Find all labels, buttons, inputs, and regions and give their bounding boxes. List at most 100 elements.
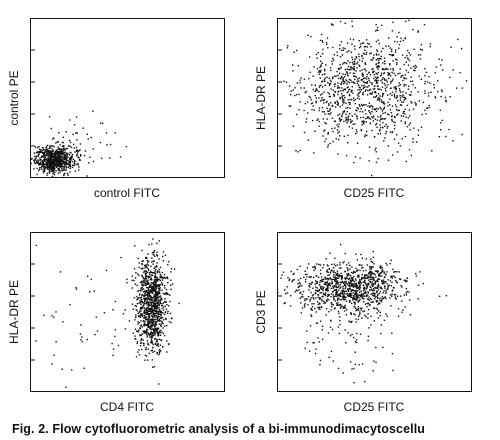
- data-point: [37, 150, 39, 153]
- data-point: [377, 297, 379, 299]
- data-point: [309, 286, 311, 288]
- data-point: [343, 99, 345, 101]
- data-point: [332, 296, 335, 298]
- data-point: [308, 350, 311, 352]
- data-point: [305, 121, 307, 123]
- data-point: [360, 294, 362, 296]
- data-point: [292, 70, 294, 72]
- data-point: [351, 98, 353, 101]
- data-point: [61, 170, 64, 172]
- data-point: [58, 159, 60, 162]
- data-point: [143, 295, 145, 297]
- data-point: [345, 113, 347, 115]
- data-point: [379, 124, 381, 126]
- data-point: [153, 305, 156, 308]
- data-point: [303, 306, 306, 308]
- data-point: [324, 77, 326, 79]
- data-point: [417, 54, 420, 56]
- data-point: [326, 269, 328, 271]
- y-axis-label: HLA-DR PE: [7, 279, 21, 345]
- data-point: [309, 71, 311, 73]
- data-point: [390, 115, 393, 118]
- data-point: [359, 269, 361, 272]
- data-point: [329, 282, 331, 284]
- data-point: [350, 275, 352, 277]
- data-point: [332, 46, 334, 49]
- data-point: [434, 97, 437, 99]
- data-point: [45, 151, 47, 153]
- data-point: [66, 154, 69, 156]
- data-point: [349, 72, 351, 74]
- data-point: [52, 172, 54, 174]
- data-point: [391, 118, 393, 121]
- data-point: [73, 164, 75, 167]
- data-point: [173, 268, 176, 270]
- data-point: [57, 150, 59, 152]
- data-point: [383, 319, 386, 321]
- data-point: [321, 285, 323, 288]
- data-point: [345, 80, 348, 82]
- data-point: [74, 170, 77, 172]
- data-point: [395, 86, 397, 88]
- data-point: [59, 166, 62, 169]
- data-point: [159, 266, 162, 269]
- data-point: [49, 164, 51, 166]
- data-point: [53, 161, 56, 164]
- data-point: [387, 288, 389, 290]
- data-point: [382, 47, 384, 50]
- data-point: [433, 87, 435, 89]
- data-point: [293, 272, 295, 275]
- data-point: [452, 140, 454, 142]
- data-point: [151, 342, 154, 344]
- data-point: [65, 161, 67, 163]
- data-point: [353, 69, 356, 71]
- data-point: [357, 269, 359, 271]
- scatter-plot-hladr-cd25: HLA-DR PE CD25 FITC: [254, 18, 472, 200]
- data-point: [146, 320, 149, 322]
- data-point: [338, 289, 340, 291]
- data-point: [355, 285, 358, 287]
- data-point: [339, 316, 341, 318]
- data-point: [336, 129, 339, 131]
- data-point: [131, 279, 133, 282]
- data-point: [38, 150, 41, 153]
- data-point: [46, 174, 48, 176]
- data-point: [407, 71, 409, 74]
- data-point: [370, 260, 373, 263]
- data-point: [441, 119, 443, 122]
- data-point: [352, 299, 354, 301]
- data-point: [154, 324, 156, 327]
- data-point: [164, 311, 167, 314]
- data-point: [370, 274, 372, 277]
- data-point: [362, 122, 365, 124]
- data-point: [320, 276, 323, 278]
- data-point: [389, 47, 392, 49]
- data-point: [357, 108, 359, 110]
- data-point: [68, 165, 71, 167]
- data-point: [395, 88, 397, 91]
- data-point: [339, 135, 341, 137]
- data-point: [424, 80, 426, 83]
- data-point: [325, 138, 327, 140]
- data-point: [155, 280, 157, 282]
- data-point: [386, 264, 388, 266]
- data-point: [379, 266, 381, 269]
- data-point: [307, 139, 310, 141]
- data-point: [153, 295, 155, 298]
- data-point: [140, 290, 142, 292]
- data-point: [142, 342, 145, 345]
- data-point: [375, 276, 377, 278]
- data-point: [150, 327, 152, 329]
- data-point: [354, 113, 356, 115]
- data-point: [366, 287, 368, 289]
- data-point: [306, 341, 308, 344]
- data-point: [364, 77, 366, 79]
- data-point: [369, 304, 371, 306]
- data-point: [157, 284, 159, 286]
- data-point: [50, 157, 52, 159]
- data-point: [337, 274, 339, 277]
- data-point: [390, 275, 392, 277]
- data-point: [289, 85, 291, 87]
- data-point: [290, 90, 292, 92]
- data-point: [365, 113, 367, 115]
